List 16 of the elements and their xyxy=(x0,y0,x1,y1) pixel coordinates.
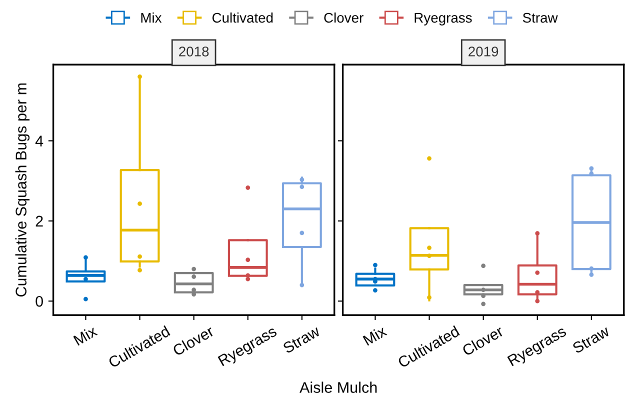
y-axis-title: Cumulative Squash Bugs per m xyxy=(15,83,30,297)
chart-title: 2018 xyxy=(179,46,209,56)
legend-label: Mix xyxy=(141,12,162,23)
x-axis-title: Aisle Mulch xyxy=(300,382,377,393)
legend-label: Straw xyxy=(522,12,558,23)
y-tick-label: 4 xyxy=(35,136,44,146)
x-tick-label: Mix xyxy=(72,324,98,346)
chart-title: 2019 xyxy=(468,46,498,56)
y-tick-label: 2 xyxy=(36,216,43,226)
y-tick-label: 0 xyxy=(36,296,43,307)
legend-label: Ryegrass xyxy=(414,13,472,26)
legend-label: Clover xyxy=(324,12,364,23)
x-tick-label: Straw xyxy=(282,325,321,354)
x-tick-label: Mix xyxy=(362,324,388,346)
legend-label: Cultivated xyxy=(212,12,273,23)
x-tick-label: Straw xyxy=(572,325,610,354)
